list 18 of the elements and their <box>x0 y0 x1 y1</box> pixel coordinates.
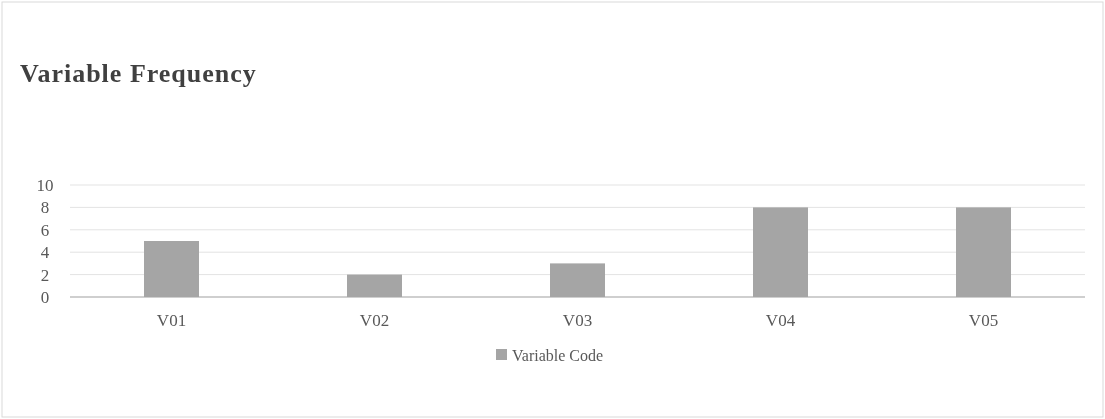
y-tick-label: 4 <box>40 243 50 263</box>
bar <box>753 207 808 297</box>
x-tick-label: V02 <box>359 311 390 330</box>
y-tick-label: 10 <box>36 175 54 195</box>
x-tick-label: V01 <box>156 311 187 330</box>
x-tick-label: V05 <box>968 311 999 330</box>
y-tick-label: 0 <box>40 287 50 307</box>
legend-label: Variable Code <box>512 346 604 364</box>
bar <box>144 241 199 297</box>
chart-title: Variable Frequency <box>20 59 257 88</box>
bar <box>347 274 402 297</box>
y-tick-label: 8 <box>40 198 50 218</box>
bar <box>956 207 1011 297</box>
x-tick-label: V03 <box>562 311 593 330</box>
bar <box>550 263 605 297</box>
x-tick-label: V04 <box>765 311 796 330</box>
y-tick-label: 2 <box>40 265 50 285</box>
y-tick-label: 6 <box>40 220 50 240</box>
